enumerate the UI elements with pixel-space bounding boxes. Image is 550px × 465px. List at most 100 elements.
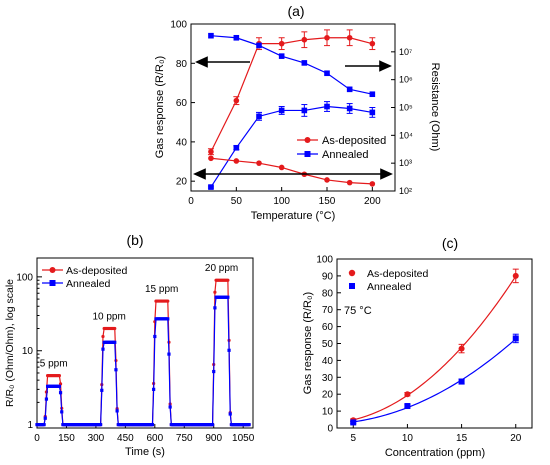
x-tick-label: 900 [205, 433, 222, 444]
panel-a-y2label: Resistance (Ohm) [429, 63, 441, 152]
panel-b-y-ticks: 1 10 100 [16, 272, 42, 431]
data-point [208, 184, 214, 190]
data-point [208, 148, 214, 155]
data-point [278, 40, 285, 47]
x-tick-label: 600 [146, 433, 163, 444]
series-as-deposited-right [208, 155, 376, 187]
legend-b-marker-annealed [49, 280, 56, 286]
data-point [57, 374, 61, 378]
y-tick-label: 30 [322, 373, 334, 384]
data-point [43, 416, 47, 420]
data-point [369, 91, 376, 98]
series-line [37, 279, 250, 426]
data-point [324, 34, 330, 41]
data-point [100, 388, 104, 392]
x-tick-label: 0 [188, 196, 194, 207]
x-tick-label: 0 [34, 433, 40, 444]
data-point [324, 177, 330, 183]
panel-b-annotations: 5 ppm 10 ppm 15 ppm 20 ppm [40, 263, 238, 369]
x-tick-label: 50 [231, 196, 243, 207]
series-line [37, 296, 250, 426]
data-point [208, 155, 214, 162]
data-point [512, 272, 519, 279]
y-tick-label: 20 [176, 177, 188, 188]
data-point [324, 103, 330, 110]
data-point [233, 97, 240, 104]
data-point [369, 40, 376, 47]
data-point [346, 86, 353, 93]
panel-a-arrows [193, 56, 393, 180]
series-as-deposited [350, 268, 519, 424]
data-point [114, 368, 118, 372]
y-tick-label: 100 [16, 272, 33, 283]
data-point [213, 290, 217, 294]
panel-c-series [350, 268, 519, 426]
data-point [301, 107, 308, 114]
y2-tick-label: 10⁶ [399, 75, 413, 85]
legend-a-marker-annealed [304, 151, 311, 157]
y-tick-label: 100 [316, 255, 333, 266]
series-line [210, 105, 373, 188]
panel-b-series [35, 278, 251, 427]
x-tick-label: 300 [88, 433, 105, 444]
data-point [404, 403, 411, 410]
panel-b-label: (b) [126, 232, 143, 248]
panel-b-xlabel: Time (s) [125, 446, 165, 458]
panel-c-ylabel: Gas response (R/R₀) [302, 292, 314, 394]
panel-a-frame [190, 23, 396, 192]
legend-a-text-asdep: As-deposited [322, 135, 386, 147]
panel-c-annotation: 75 °C [344, 305, 372, 317]
panel-a-y2-ticks: 10² 10³ 10⁴ 10⁵ 10⁶ 10⁷ [391, 47, 413, 196]
data-point [346, 34, 353, 41]
data-point [101, 334, 105, 339]
series-annealed [350, 333, 519, 426]
panel-c: (c) 5 10 15 20 0 10 20 30 40 50 60 70 80 90 100 As-de… [302, 235, 533, 459]
panel-a-legend: As-deposited Annealed [297, 135, 386, 161]
series-annealed-right [208, 32, 376, 98]
x-tick-label: 750 [176, 433, 193, 444]
arrowhead-lower-right [380, 168, 393, 180]
panel-b-x-ticks: 0 150 300 450 600 750 900 1050 [34, 424, 255, 444]
legend-b-text-annealed: Annealed [66, 278, 111, 290]
fit-curve [353, 338, 517, 423]
y2-tick-label: 10³ [399, 158, 412, 168]
x-tick-label: 450 [117, 433, 134, 444]
y2-tick-label: 10⁷ [399, 47, 412, 57]
x-tick-label: 5 [350, 433, 356, 444]
data-point [210, 423, 215, 427]
data-point [113, 340, 117, 344]
panel-a-x-ticks: 0 50 100 150 200 [188, 187, 381, 207]
data-point [369, 181, 376, 187]
series-annealed [35, 295, 251, 427]
panel-c-legend: As-deposited Annealed [348, 268, 428, 293]
data-point [57, 384, 61, 388]
panel-c-label: (c) [442, 235, 458, 251]
data-point [213, 306, 217, 310]
data-point [369, 109, 376, 116]
y-tick-label: 10 [322, 407, 334, 418]
legend-a-text-annealed: Annealed [322, 149, 369, 161]
y-tick-label: 40 [322, 356, 334, 367]
panel-c-x-ticks: 5 10 15 20 [350, 424, 522, 444]
pulse-annotation-15-ppm: 15 ppm [145, 284, 178, 295]
x-tick-label: 150 [58, 433, 75, 444]
data-point [44, 397, 49, 401]
y-tick-label: 70 [322, 305, 334, 316]
y-tick-label: 80 [322, 288, 334, 299]
y-tick-label: 0 [327, 424, 333, 435]
panel-a-xlabel: Temperature (°C) [251, 210, 335, 222]
data-point [458, 345, 465, 352]
panel-a-series [207, 29, 376, 190]
series-line [210, 37, 373, 152]
data-point [278, 107, 285, 114]
panel-a-label: (a) [287, 3, 304, 19]
fit-curve [353, 275, 517, 421]
arrowhead-lower-left [193, 168, 206, 180]
y-tick-label: 90 [322, 271, 334, 282]
y-tick-label: 100 [170, 20, 187, 31]
arrowhead-right-upper [379, 60, 392, 72]
legend-c-marker-annealed [349, 283, 355, 289]
data-point [60, 410, 64, 414]
data-point [167, 352, 171, 356]
